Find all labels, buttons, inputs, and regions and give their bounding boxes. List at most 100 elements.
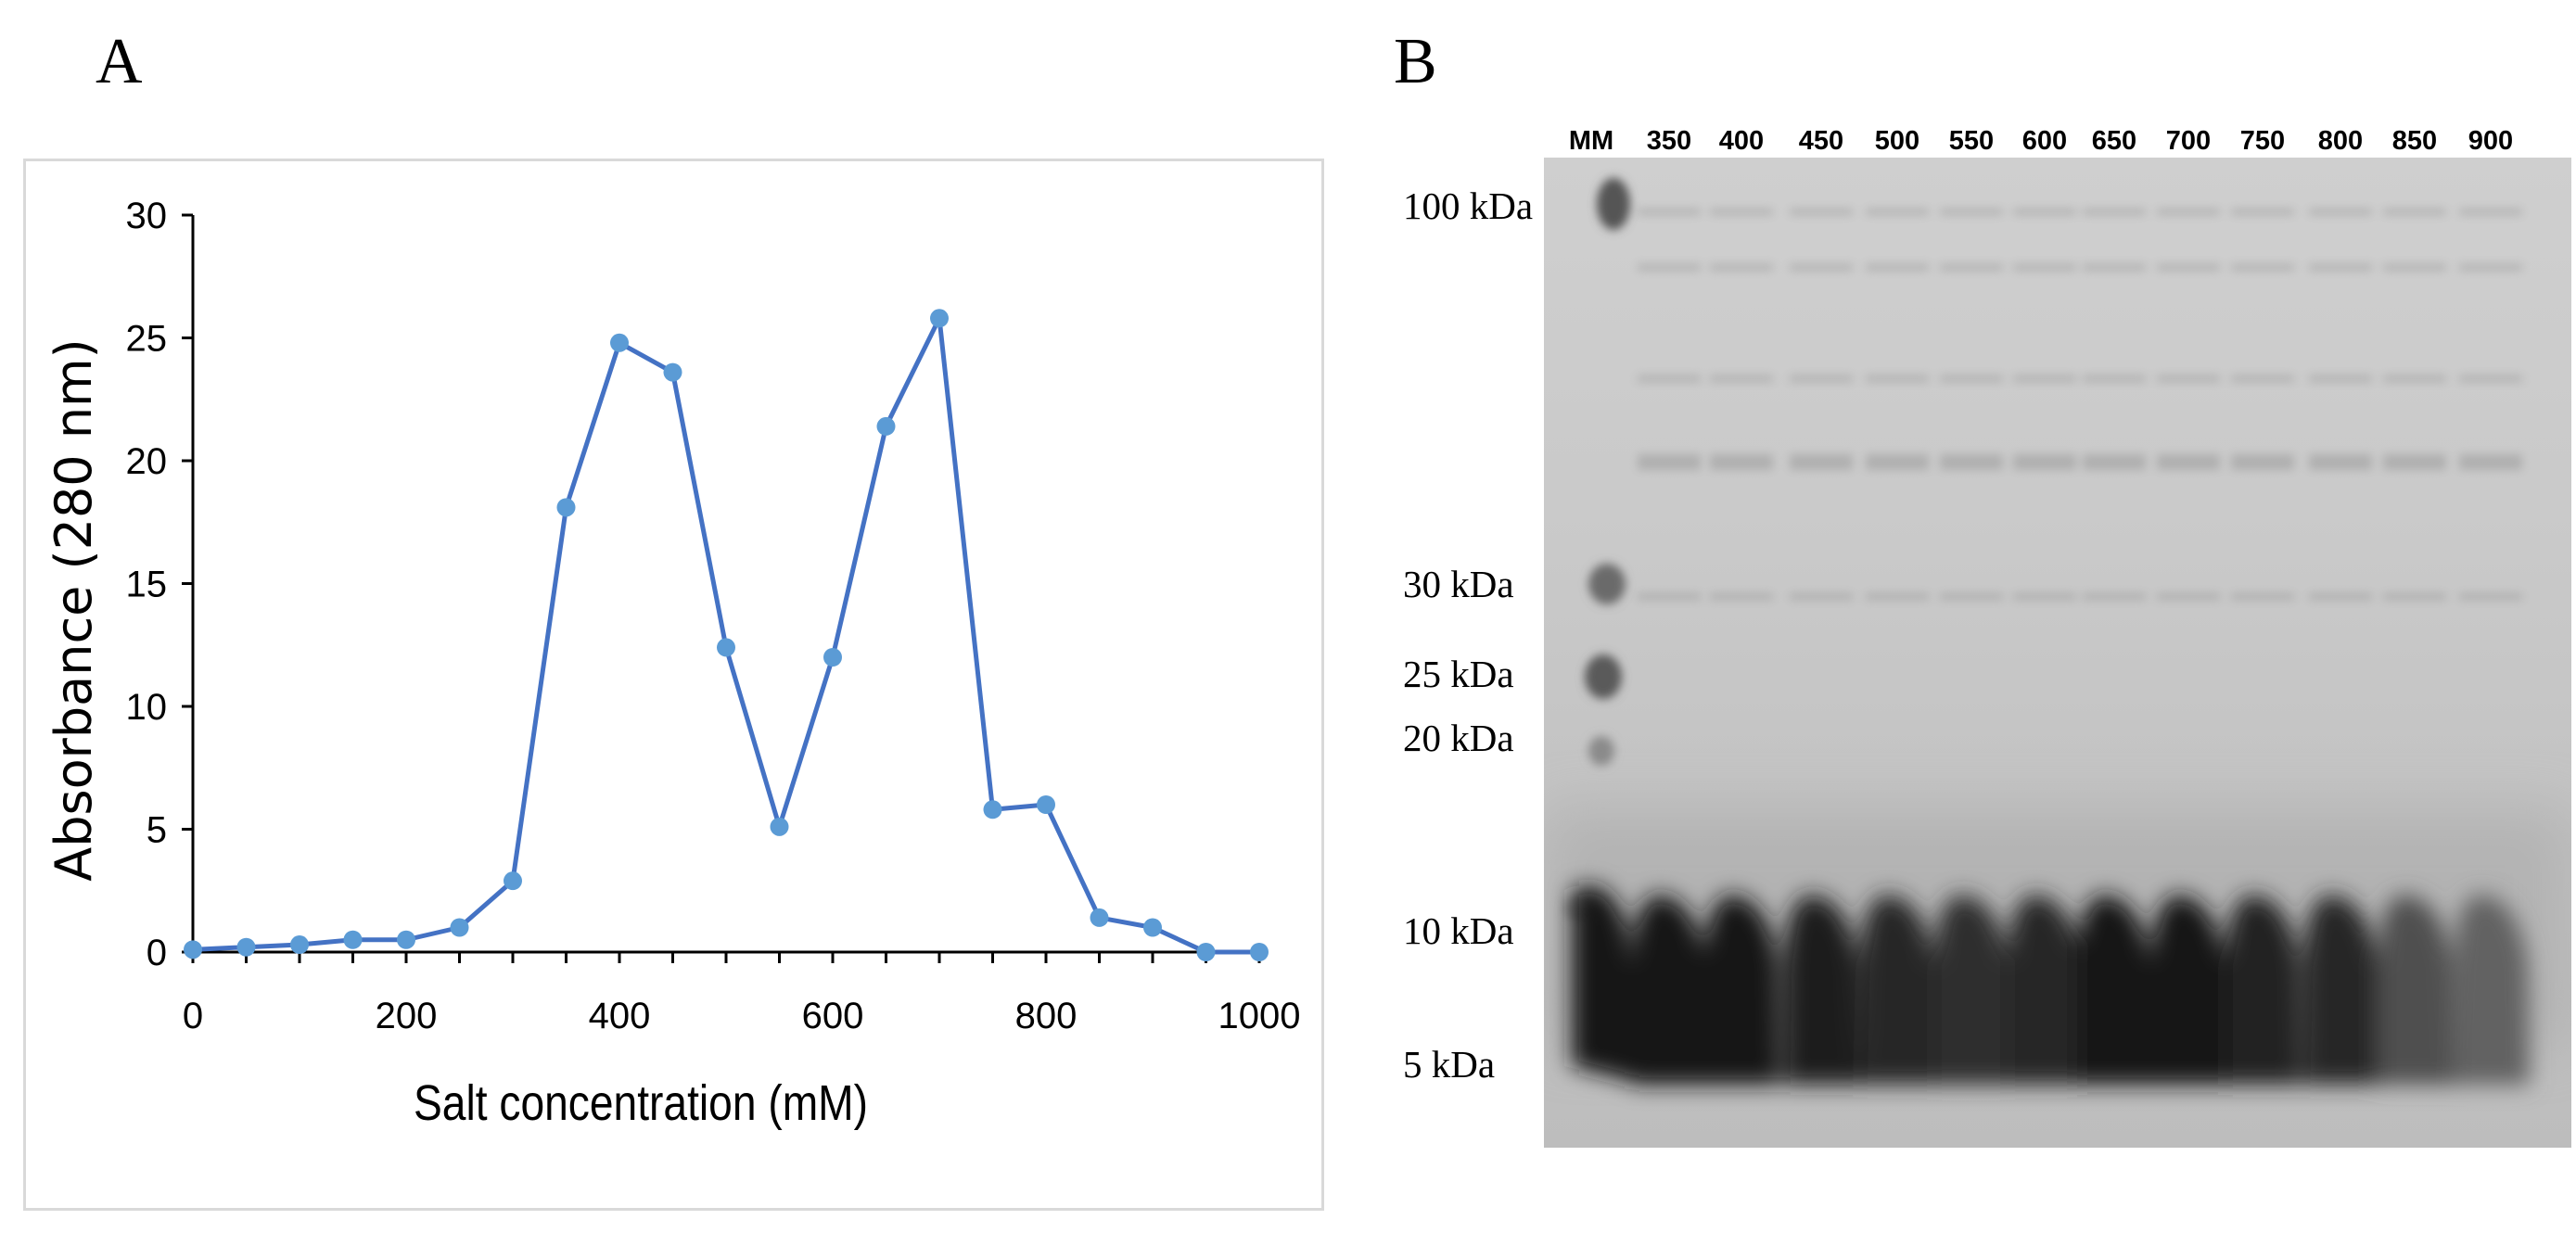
chart-frame: 0 5 10 15 20 25 30 0 200 400 600 800 1000 Salt conce… (23, 159, 1324, 1211)
faint-band (2383, 593, 2446, 600)
lane-label: 850 (2391, 126, 2438, 156)
faint-band (2459, 464, 2522, 470)
faint-band (1790, 209, 1853, 215)
protein-band (2378, 895, 2454, 1085)
faint-band (1866, 464, 1929, 470)
x-tick-label: 0 (183, 996, 203, 1036)
faint-band (2231, 375, 2294, 382)
faint-band (2157, 209, 2220, 215)
lane-label: 450 (1798, 126, 1844, 156)
lane-label: 700 (2165, 126, 2212, 156)
faint-band (2157, 454, 2220, 464)
y-tick-label: 15 (126, 565, 168, 605)
marker-label: 100 kDa (1403, 184, 1534, 227)
faint-band (2157, 375, 2220, 382)
data-point (556, 498, 576, 517)
marker-label: 25 kDa (1403, 653, 1514, 695)
line-chart: 0 5 10 15 20 25 30 0 200 400 600 800 1000 Salt conce… (45, 196, 1300, 1131)
lane-label: MM (1568, 126, 1614, 156)
faint-band (2309, 593, 2372, 600)
faint-protein-bands (1638, 209, 2522, 600)
faint-band (1940, 593, 2003, 600)
series-layer (184, 309, 1269, 961)
faint-band (1866, 264, 1929, 271)
faint-band (2231, 593, 2294, 600)
faint-band (2459, 264, 2522, 271)
protein-band (2303, 895, 2379, 1085)
y-tick-label: 0 (147, 933, 167, 973)
faint-band (1638, 375, 1701, 382)
faint-band (2083, 454, 2146, 464)
data-point (770, 817, 789, 836)
data-point (876, 416, 896, 436)
data-point (184, 940, 202, 959)
protein-band (1860, 895, 1936, 1085)
faint-band (2013, 593, 2076, 600)
panel-b-label: B (1394, 26, 1437, 97)
lane-label: 550 (1948, 126, 1995, 156)
faint-band (2231, 454, 2294, 464)
faint-band (1790, 593, 1853, 600)
faint-band (2083, 593, 2146, 600)
x-tick-label: 200 (376, 996, 438, 1036)
faint-band (2459, 593, 2522, 600)
y-axis-title: Absorbance (280 nm) (45, 338, 103, 881)
faint-band (1790, 454, 1853, 464)
data-point (450, 918, 469, 937)
faint-band (2013, 264, 2076, 271)
protein-band (2008, 895, 2084, 1085)
x-tick-label: 800 (1015, 996, 1078, 1036)
faint-band (1638, 464, 1701, 470)
marker-label: 5 kDa (1403, 1043, 1496, 1086)
faint-band (2083, 264, 2146, 271)
faint-band (2309, 464, 2372, 470)
data-point (1090, 908, 1109, 927)
faint-band (1710, 593, 1773, 600)
data-point (397, 930, 415, 949)
faint-band (1710, 454, 1773, 464)
protein-band (1934, 895, 2010, 1085)
faint-band (2231, 464, 2294, 470)
faint-band (1638, 593, 1701, 600)
faint-band (1790, 464, 1853, 470)
faint-band (2157, 264, 2220, 271)
faint-band (2309, 209, 2372, 215)
data-point (1037, 795, 1055, 814)
y-tick-label: 10 (126, 687, 168, 728)
protein-band (1704, 895, 1780, 1085)
faint-band (2013, 464, 2076, 470)
faint-band (1790, 375, 1853, 382)
data-point (663, 362, 682, 382)
faint-band (1940, 209, 2003, 215)
gel-image (1544, 158, 2571, 1148)
faint-band (1710, 264, 1773, 271)
faint-band (1866, 209, 1929, 215)
x-axis-title: Salt concentration (mM) (414, 1075, 868, 1131)
series-line (192, 315, 1259, 955)
faint-band (1866, 454, 1929, 464)
faint-band (2383, 375, 2446, 382)
faint-band (1790, 264, 1853, 271)
faint-band (1940, 264, 2003, 271)
data-point (1196, 943, 1216, 961)
faint-band (1940, 454, 2003, 464)
faint-band (1940, 464, 2003, 470)
faint-band (2013, 375, 2076, 382)
faint-band (2083, 209, 2146, 215)
faint-band (2013, 209, 2076, 215)
data-point (610, 333, 629, 352)
faint-band (1710, 375, 1773, 382)
faint-band (1866, 375, 1929, 382)
faint-band (2383, 209, 2446, 215)
faint-band (2013, 454, 2076, 464)
protein-band (1784, 895, 1860, 1085)
faint-band (2083, 375, 2146, 382)
faint-band (2231, 264, 2294, 271)
y-tick-label: 25 (126, 319, 168, 360)
data-point (823, 648, 842, 667)
marker-label: 20 kDa (1403, 717, 1514, 759)
data-point (983, 800, 1002, 819)
faint-band (1638, 209, 1701, 215)
protein-band (2151, 895, 2227, 1085)
marker-band (1572, 885, 1646, 1085)
